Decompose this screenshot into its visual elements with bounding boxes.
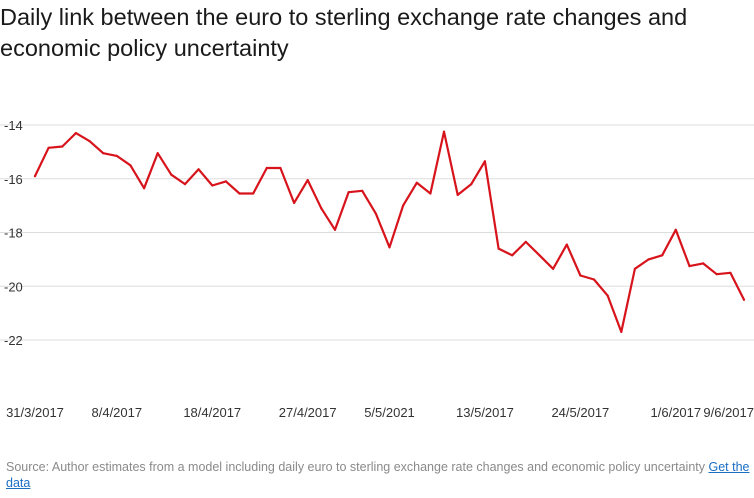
data-point [211, 184, 214, 187]
y-tick-label: -22 [4, 333, 23, 348]
data-point [306, 179, 309, 182]
data-point [265, 166, 268, 170]
data-point [47, 146, 50, 149]
y-tick-label: -20 [4, 279, 23, 294]
data-point [606, 294, 609, 297]
y-tick-label: -18 [4, 226, 23, 241]
data-point [497, 247, 500, 250]
data-point [538, 254, 541, 257]
data-point [88, 140, 91, 143]
data-point [415, 181, 418, 184]
x-tick-label: 13/5/2017 [456, 405, 514, 420]
x-tick-label: 8/4/2017 [92, 405, 143, 420]
x-tick-label: 24/5/2017 [551, 405, 609, 420]
data-point [252, 192, 255, 195]
data-point [402, 204, 405, 207]
data-point [347, 191, 350, 194]
chart-title: Daily link between the euro to sterling … [0, 4, 688, 61]
x-tick-label: 18/4/2017 [183, 405, 241, 420]
data-point [333, 228, 337, 231]
data-point [293, 201, 296, 204]
data-point [661, 254, 664, 257]
x-tick-label: 27/4/2017 [279, 405, 337, 420]
x-tick-label: 1/6/2017 [651, 405, 702, 420]
data-point [115, 154, 118, 157]
data-point [742, 298, 746, 301]
source-note: Source: Author estimates from a model in… [6, 460, 751, 491]
data-point [156, 152, 159, 155]
data-point [647, 258, 650, 261]
y-tick-label: -14 [4, 118, 23, 133]
data-point [579, 274, 582, 277]
data-point [388, 246, 391, 249]
data-point [61, 145, 64, 148]
data-point [183, 183, 187, 186]
data-point [565, 243, 568, 246]
x-tick-label: 31/3/2017 [6, 405, 64, 420]
source-text: Source: Author estimates from a model in… [6, 460, 705, 474]
data-point [715, 273, 718, 276]
data-point [592, 278, 596, 281]
data-point [143, 187, 146, 190]
x-tick-label: 9/6/2017 [703, 405, 754, 420]
data-point [320, 207, 323, 210]
data-point [429, 192, 432, 195]
data-point [511, 254, 514, 257]
data-point [620, 330, 623, 333]
data-point [129, 164, 132, 167]
data-point [74, 132, 77, 135]
y-axis-tick-labels: -14 -16 -18 -20 -22 [4, 118, 23, 348]
data-point [197, 168, 200, 171]
data-point [238, 192, 241, 195]
y-tick-label: -16 [4, 172, 23, 187]
data-point [674, 228, 677, 231]
data-point [442, 130, 446, 133]
data-point [633, 267, 637, 270]
data-point [170, 173, 173, 176]
data-point [729, 271, 732, 274]
data-point [361, 189, 364, 192]
data-point [470, 183, 473, 186]
data-point [374, 212, 377, 215]
data-point [33, 175, 37, 178]
data-point [702, 262, 705, 265]
gridlines [0, 124, 754, 341]
data-point [102, 152, 105, 155]
data-point [552, 267, 555, 270]
series-layer [33, 130, 746, 333]
data-point [224, 180, 227, 183]
data-point [483, 160, 486, 163]
x-axis-tick-labels: 31/3/2017 8/4/2017 18/4/2017 27/4/2017 5/5/2… [6, 405, 754, 420]
data-point [279, 166, 282, 170]
series-line [33, 130, 746, 333]
get-the-data-link[interactable]: Get the data [6, 460, 750, 490]
data-point [688, 265, 691, 268]
data-point [524, 240, 527, 243]
data-point [456, 193, 459, 196]
x-tick-label: 5/5/2021 [364, 405, 415, 420]
